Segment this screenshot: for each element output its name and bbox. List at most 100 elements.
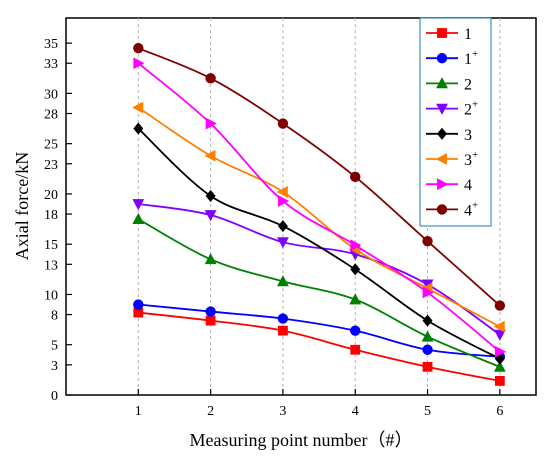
y-tick-label: 0 [51,389,58,404]
series-line [137,62,501,353]
data-point [132,101,144,114]
y-tick-label: 5 [51,339,58,354]
data-point [205,315,216,326]
data-point [422,235,433,247]
data-point [350,171,361,183]
data-point [132,199,145,211]
data-point [422,286,434,299]
x-axis-title: Measuring point number（#） [190,430,413,450]
legend-frame [419,17,492,227]
data-point [493,329,506,341]
x-tick-label: 5 [424,404,431,419]
data-point [133,42,144,54]
series-5 [133,122,505,365]
y-tick-label: 15 [44,238,58,253]
legend-marker [436,77,448,89]
x-tick-label: 6 [496,404,503,419]
plot-area-frame [65,17,537,396]
data-point [205,73,216,84]
x-tick-label: 2 [207,404,214,419]
data-point [204,149,216,162]
y-tick-label: 28 [44,108,58,123]
x-tick-label: 4 [352,404,359,419]
x-tick-label: 1 [135,404,142,419]
series-layer [132,42,507,386]
series-6 [132,101,505,333]
series-8 [133,42,506,311]
data-point [350,239,362,252]
legend-label: 1 [464,26,472,43]
series-line [138,303,500,358]
data-point [276,186,288,198]
y-tick-label: 25 [44,138,58,153]
data-point [278,195,290,207]
data-point [277,313,289,324]
legend-item: 1 [426,26,472,43]
data-point [494,376,505,386]
data-point [493,360,506,372]
data-point [494,352,505,365]
data-point [133,57,145,70]
legend-item: 3 [426,127,472,144]
legend-label: 4 [464,177,472,194]
legend-label: 2 [464,76,472,93]
y-tick-label: 35 [44,37,58,52]
y-tick-label: 30 [44,87,58,102]
y-tick-label: 13 [44,258,58,273]
legend-marker [435,153,447,165]
data-point [204,253,217,265]
y-tick-label: 18 [44,208,58,223]
data-point [422,314,433,327]
legend-marker [437,28,447,38]
y-tick-label: 33 [44,57,58,72]
data-point [350,325,361,336]
data-point [277,237,289,249]
y-tick-label: 23 [44,158,58,173]
data-point [422,361,433,372]
data-point [205,117,217,130]
legend-item: 4+ [426,199,478,219]
data-point [277,118,289,129]
legend-marker [437,127,447,140]
series-7 [133,57,507,358]
x-tick-label: 3 [279,404,286,419]
series-line [137,127,501,360]
data-point [494,345,507,358]
data-point [421,330,434,342]
data-point [278,325,288,336]
series-line [137,106,501,328]
data-point [277,220,288,233]
legend: 11+22+33+44+ [419,17,492,227]
data-point [204,210,217,222]
data-point [422,344,433,355]
data-point [133,299,144,310]
legend-item: 1+ [426,48,478,68]
data-point [132,212,145,224]
data-point [494,300,506,311]
y-tick-label: 20 [44,188,58,203]
y-tick-label: 3 [51,359,58,374]
y-tick-label: 8 [51,309,58,324]
data-point [493,320,505,333]
data-point [350,344,361,355]
data-point [349,293,362,305]
series-line [137,218,501,368]
data-point [205,189,216,203]
legend-marker [436,204,448,215]
data-point [133,122,144,135]
legend-item: 2 [426,76,472,93]
data-point [277,275,289,287]
y-tick-label: 10 [44,288,58,303]
series-3 [132,212,506,372]
legend-marker [436,103,448,115]
legend-marker [436,52,448,64]
legend-marker [437,178,449,191]
y-axis-title: Axial force/kN [12,152,32,260]
data-point [205,306,216,317]
data-point [350,263,361,276]
series-line [138,311,501,382]
legend-label: 3 [464,127,472,144]
